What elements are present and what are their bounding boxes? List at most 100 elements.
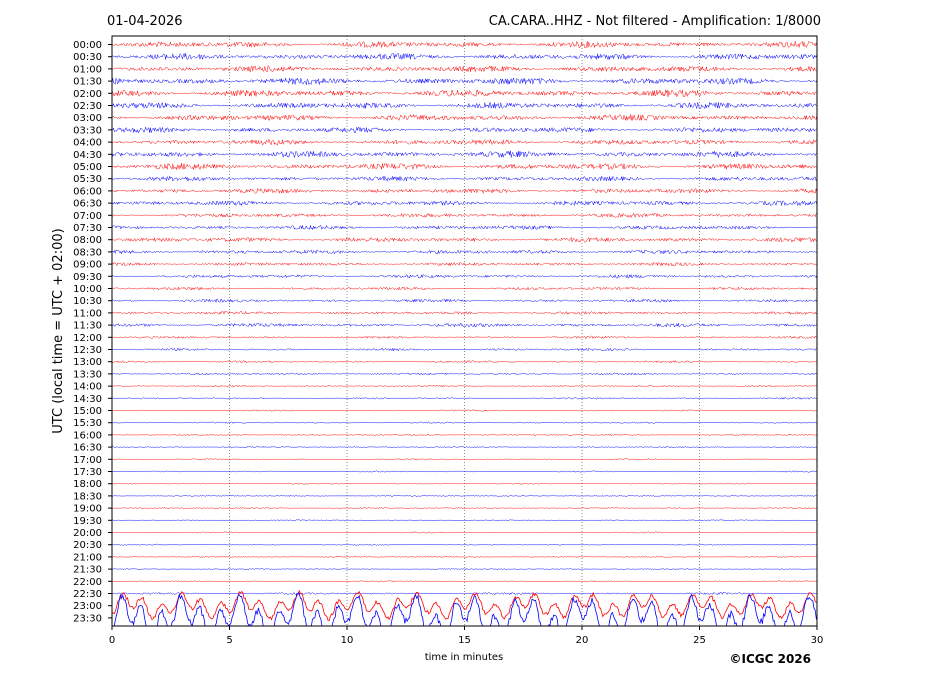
x-tick-label: 10 — [341, 635, 354, 646]
seismic-trace — [112, 555, 817, 558]
row-label: 08:00 — [73, 235, 102, 246]
copyright-text: ©ICGC 2026 — [729, 652, 811, 666]
seismic-trace — [112, 409, 817, 412]
row-label: 00:30 — [73, 52, 102, 63]
row-label: 03:00 — [73, 113, 102, 124]
seismic-trace — [112, 113, 817, 122]
row-label: 10:30 — [73, 296, 102, 307]
seismic-trace — [112, 236, 817, 244]
seismic-trace — [112, 212, 817, 219]
row-label: 14:00 — [73, 382, 102, 393]
seismic-trace — [112, 494, 817, 497]
seismic-trace — [112, 568, 817, 571]
seismic-trace — [112, 482, 817, 485]
seismic-trace — [112, 249, 817, 255]
seismic-traces — [112, 40, 817, 626]
row-label: 11:30 — [73, 321, 102, 332]
seismic-trace — [112, 150, 817, 159]
seismic-trace — [112, 347, 817, 352]
seismic-trace — [112, 397, 817, 400]
row-label: 14:30 — [73, 394, 102, 405]
row-label: 09:30 — [73, 272, 102, 283]
row-label: 15:30 — [73, 418, 102, 429]
seismic-trace — [112, 40, 817, 49]
seismic-trace — [112, 273, 817, 279]
row-label: 09:00 — [73, 260, 102, 271]
seismic-trace — [112, 372, 817, 376]
row-label: 08:30 — [73, 247, 102, 258]
row-label: 18:30 — [73, 491, 102, 502]
seismic-trace — [112, 162, 817, 171]
x-tick-label: 20 — [576, 635, 589, 646]
seismic-trace — [112, 64, 817, 73]
row-label: 01:30 — [73, 77, 102, 88]
row-label: 22:00 — [73, 577, 102, 588]
seismic-trace — [112, 53, 817, 61]
seismic-trace — [112, 470, 817, 473]
seismic-trace — [112, 175, 817, 183]
seismic-trace — [112, 310, 817, 316]
vertical-grid — [229, 36, 700, 626]
row-label: 12:00 — [73, 333, 102, 344]
y-axis-label: UTC (local time = UTC + 02:00) — [51, 228, 66, 433]
row-label: 13:00 — [73, 357, 102, 368]
row-label: 11:00 — [73, 308, 102, 319]
seismic-trace — [112, 433, 817, 437]
row-label: 19:30 — [73, 516, 102, 527]
seismic-trace — [112, 286, 817, 291]
row-label: 07:30 — [73, 223, 102, 234]
row-label: 20:00 — [73, 528, 102, 539]
row-label: 17:30 — [73, 467, 102, 478]
x-tick-label: 15 — [458, 635, 471, 646]
row-label: 12:30 — [73, 345, 102, 356]
seismic-trace — [112, 335, 817, 340]
seismic-trace — [112, 580, 817, 583]
seismic-trace — [112, 360, 817, 364]
row-label: 02:00 — [73, 89, 102, 100]
row-label: 23:30 — [73, 613, 102, 624]
row-label: 22:30 — [73, 589, 102, 600]
seismic-trace — [112, 200, 817, 207]
seismic-trace — [112, 322, 817, 328]
row-label: 05:30 — [73, 174, 102, 185]
row-label: 02:30 — [73, 101, 102, 112]
seismic-trace — [112, 531, 817, 534]
x-tick-label: 30 — [811, 635, 824, 646]
row-label: 18:00 — [73, 479, 102, 490]
row-label: 19:00 — [73, 504, 102, 515]
row-label: 04:30 — [73, 150, 102, 161]
row-label: 04:00 — [73, 138, 102, 149]
row-label: 10:00 — [73, 284, 102, 295]
x-axis-label: time in minutes — [425, 652, 504, 663]
x-tick-label: 25 — [693, 635, 706, 646]
seismic-trace — [112, 458, 817, 461]
row-label: 16:30 — [73, 443, 102, 454]
seismic-trace — [112, 89, 817, 98]
row-label: 16:00 — [73, 430, 102, 441]
seismic-trace — [112, 187, 817, 195]
x-ticks: 0 5 10 15 20 25 30 — [109, 626, 824, 646]
row-label: 07:00 — [73, 211, 102, 222]
row-label: 21:30 — [73, 565, 102, 576]
seismic-trace — [112, 261, 817, 267]
row-label: 06:30 — [73, 199, 102, 210]
row-label: 17:00 — [73, 455, 102, 466]
row-label: 13:30 — [73, 369, 102, 380]
x-tick-label: 5 — [226, 635, 232, 646]
row-label: 01:00 — [73, 64, 102, 75]
row-label: 15:00 — [73, 406, 102, 417]
row-label: 06:00 — [73, 186, 102, 197]
row-label: 23:00 — [73, 601, 102, 612]
seismic-trace — [112, 543, 817, 546]
row-label: 20:30 — [73, 540, 102, 551]
seismic-trace — [112, 126, 817, 134]
seismic-trace — [112, 592, 817, 596]
seismic-trace — [112, 298, 817, 304]
row-label: 21:00 — [73, 552, 102, 563]
seismic-trace — [112, 384, 817, 388]
seismic-trace — [112, 589, 817, 621]
seismic-trace — [112, 77, 817, 86]
seismic-trace — [112, 446, 817, 449]
